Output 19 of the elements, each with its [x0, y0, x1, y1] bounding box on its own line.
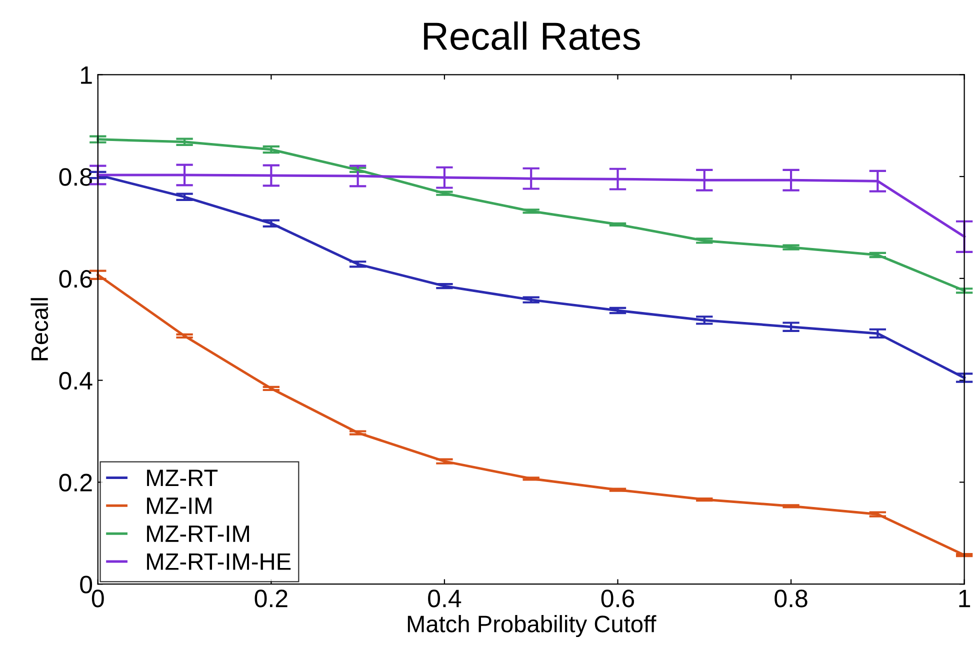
x-tick-label: 0.6 [601, 590, 634, 608]
x-tick-label: 0.4 [428, 590, 462, 608]
y-tick-label: 0 [80, 576, 92, 594]
legend-label: MZ-IM [147, 498, 212, 514]
y-tick-label: 1 [81, 66, 92, 84]
legend-label: MZ-RT-IM-HE [147, 554, 291, 570]
y-tick-label: 0.2 [59, 474, 92, 492]
x-tick-label: 1 [959, 590, 970, 608]
y-tick-label: 0.6 [59, 270, 92, 288]
x-tick-label: 0.2 [254, 590, 288, 608]
chart-title: Recall Rates [424, 21, 640, 50]
x-tick-label: 0 [92, 590, 104, 608]
y-tick-label: 0.4 [59, 372, 92, 390]
y-tick-label: 0.8 [59, 168, 92, 186]
legend-label: MZ-RT [147, 470, 218, 486]
y-axis-title: Recall [30, 298, 48, 360]
x-axis-title: Match Probability Cutoff [408, 615, 656, 638]
x-tick-label: 0.8 [774, 590, 808, 608]
legend-label: MZ-RT-IM [147, 526, 249, 542]
